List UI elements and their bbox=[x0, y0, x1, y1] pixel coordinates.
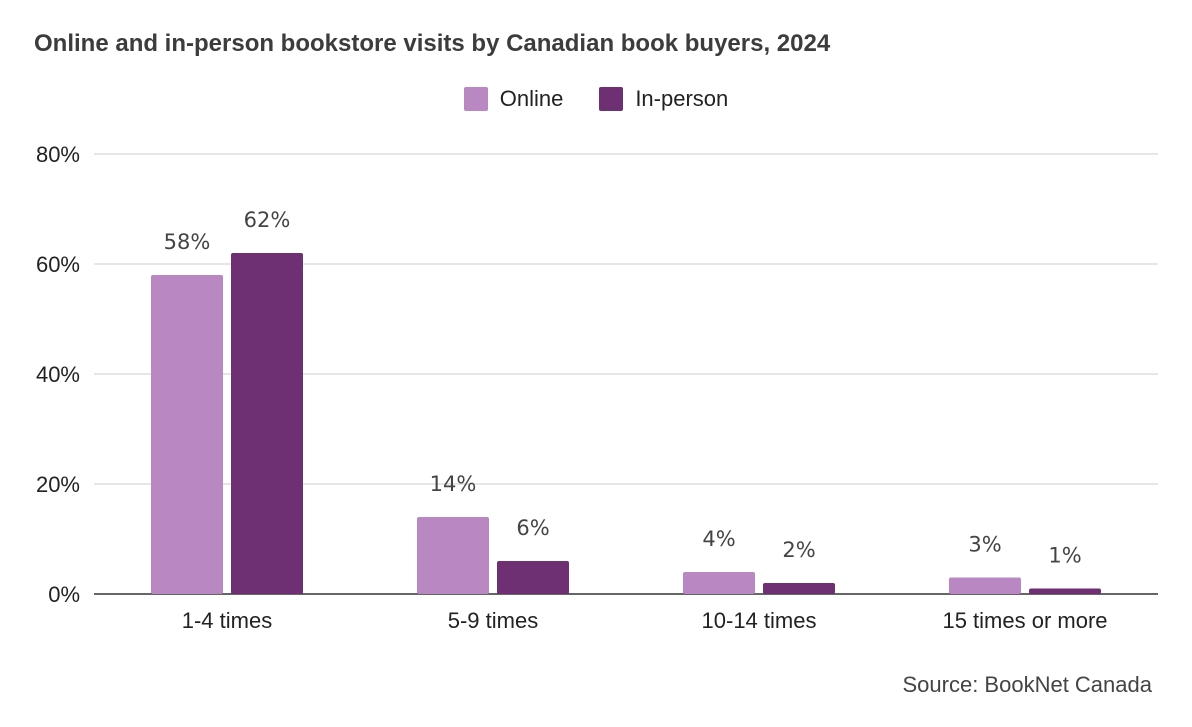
y-tick-label: 40% bbox=[36, 362, 80, 387]
legend-swatch-online bbox=[463, 87, 488, 111]
data-label: 58% bbox=[164, 230, 211, 254]
y-tick-label: 0% bbox=[48, 582, 80, 607]
y-tick-label: 60% bbox=[36, 252, 80, 277]
bar-in-person bbox=[497, 561, 569, 594]
legend-item-online[interactable]: Online bbox=[463, 86, 564, 112]
data-label: 62% bbox=[244, 208, 291, 232]
data-label: 14% bbox=[430, 472, 477, 496]
bar-online bbox=[683, 572, 755, 594]
bar-in-person bbox=[1029, 588, 1101, 594]
bar-in-person bbox=[763, 583, 835, 594]
legend-item-in-person[interactable]: In-person bbox=[599, 86, 728, 112]
data-label: 3% bbox=[968, 533, 1001, 557]
data-label: 6% bbox=[516, 516, 549, 540]
data-label: 2% bbox=[782, 538, 815, 562]
chart-title: Online and in-person bookstore visits by… bbox=[34, 30, 831, 57]
bar-online bbox=[417, 517, 489, 594]
legend: Online In-person bbox=[0, 86, 1192, 112]
bar-online bbox=[151, 275, 223, 594]
x-tick-label: 1-4 times bbox=[182, 608, 272, 633]
y-tick-label: 20% bbox=[36, 472, 80, 497]
data-label: 1% bbox=[1048, 544, 1081, 568]
legend-label-online: Online bbox=[499, 86, 564, 111]
data-label: 4% bbox=[702, 527, 735, 551]
bar-in-person bbox=[231, 253, 303, 594]
legend-label-in-person: In-person bbox=[635, 86, 729, 111]
legend-swatch-in-person bbox=[599, 87, 624, 111]
x-tick-label: 5-9 times bbox=[448, 608, 538, 633]
x-tick-label: 10-14 times bbox=[702, 608, 817, 633]
bar-online bbox=[949, 577, 1021, 594]
x-tick-label: 15 times or more bbox=[942, 608, 1107, 633]
source-note: Source: BookNet Canada bbox=[902, 672, 1153, 697]
y-tick-label: 80% bbox=[36, 142, 80, 167]
